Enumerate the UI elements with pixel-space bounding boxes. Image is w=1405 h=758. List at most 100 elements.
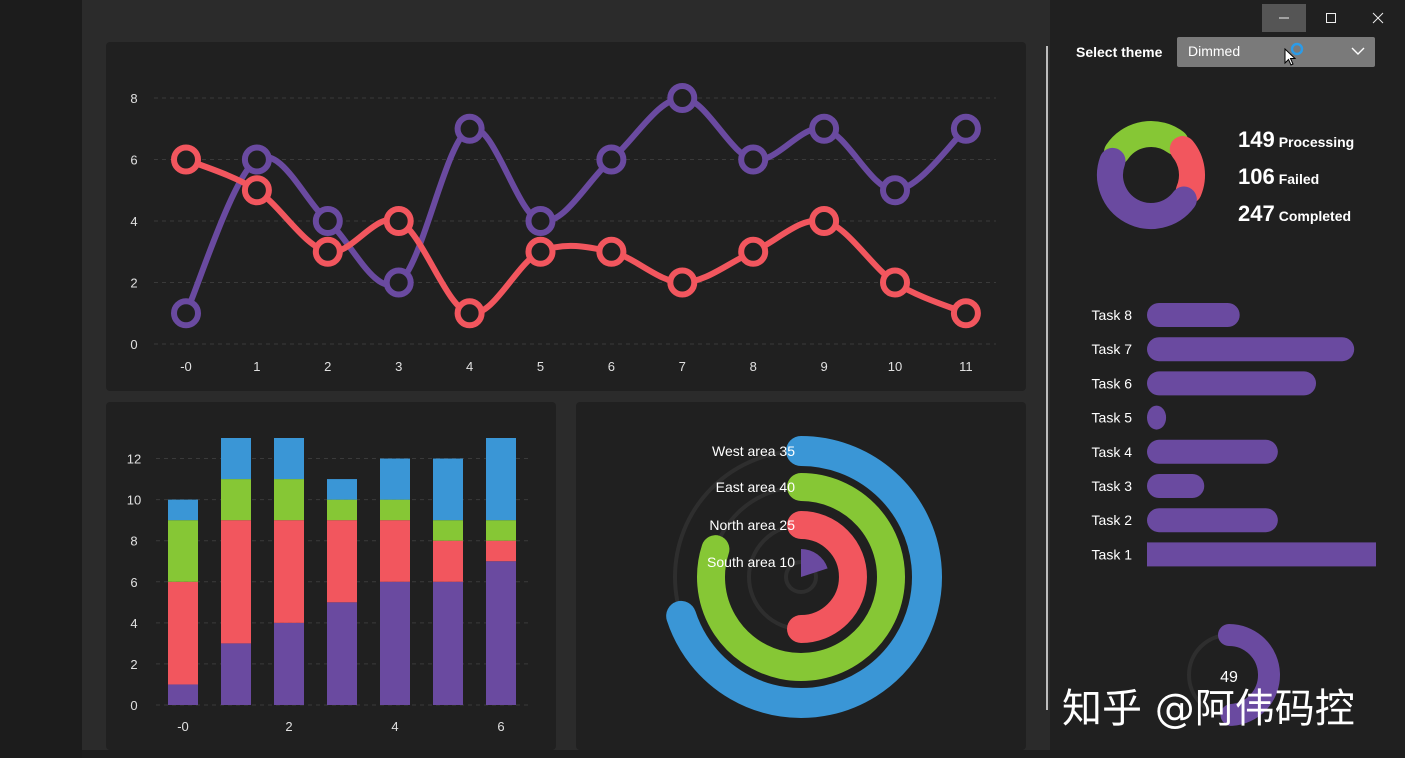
task-bar <box>1147 303 1240 327</box>
series-2-point <box>880 267 910 298</box>
watermark-text: 知乎 @阿伟码控 <box>1062 686 1355 732</box>
x-tick-label: 9 <box>820 359 827 374</box>
task-label: Task 5 <box>1092 410 1133 426</box>
donut-slice <box>1103 121 1189 166</box>
bar-segment-blue <box>433 458 463 521</box>
bar-segment-purple <box>327 602 357 705</box>
bar-segment-blue <box>221 438 251 480</box>
series-1-point <box>454 113 485 144</box>
series-1-point <box>809 113 840 144</box>
left-strip <box>0 0 82 758</box>
line-chart-card: 0 2 4 6 8 -0 1 2 3 4 5 6 7 8 9 10 11 <box>106 42 1026 391</box>
task-bar-chart: Task 8 Task 7 Task 6 Task 5 Task 4 Task 3 Task… <box>1092 303 1376 567</box>
x-tick-label: -0 <box>180 359 192 374</box>
bar-segment-blue <box>486 438 516 521</box>
bar-segment-red <box>486 540 516 562</box>
x-tick-label: 5 <box>537 359 544 374</box>
x-tick-label: 8 <box>750 359 757 374</box>
task-label: Task 1 <box>1092 546 1133 562</box>
bar-segment-red <box>274 520 304 623</box>
task-label: Task 7 <box>1092 341 1133 357</box>
bar-chart-card: 0 2 4 6 8 10 12 -0 2 4 6 <box>106 402 556 750</box>
series-1-point <box>880 175 910 206</box>
y-tick-label: 10 <box>127 493 141 508</box>
mouse-cursor-icon <box>1284 48 1297 66</box>
radial-area-label: West area 35 <box>712 443 795 459</box>
bar-segment-blue <box>380 458 410 500</box>
line-chart-grid <box>154 97 996 345</box>
task-label: Task 4 <box>1092 444 1133 460</box>
task-label: Task 6 <box>1092 375 1133 391</box>
stat-completed: 247 Completed <box>1238 201 1351 227</box>
bar-segment-purple <box>274 622 304 705</box>
series-1-point <box>241 144 272 175</box>
x-tick-label: 3 <box>395 359 402 374</box>
series-1-point <box>596 144 627 175</box>
series-1-point <box>525 206 556 236</box>
radial-arc <box>697 473 905 681</box>
bar-segment-red <box>380 520 410 582</box>
stat-processing-value: 149 <box>1238 127 1275 152</box>
series-1-line <box>183 94 969 317</box>
y-tick-label: 12 <box>127 452 141 467</box>
close-icon <box>1372 12 1384 24</box>
task-bar <box>1147 371 1317 396</box>
stat-completed-value: 247 <box>1238 201 1275 226</box>
series-2-point <box>667 267 698 298</box>
bar-segment-blue <box>274 438 304 480</box>
series-1-point <box>667 83 698 113</box>
donut-slice <box>1097 147 1197 229</box>
radial-bar-chart: West area 35 East area 40 North area 25 Sou… <box>666 436 942 718</box>
series-2-point <box>171 144 201 175</box>
radial-arc-south <box>801 549 828 577</box>
y-tick-label: 6 <box>130 575 137 590</box>
y-tick-label: 2 <box>130 276 137 291</box>
theme-dropdown[interactable]: Dimmed <box>1177 37 1375 67</box>
series-1-point <box>312 206 343 236</box>
bar-segment-red <box>327 520 357 603</box>
series-1-point <box>738 144 769 175</box>
bar-segment-purple <box>221 643 251 705</box>
y-tick-label: 2 <box>130 657 137 672</box>
y-tick-label: 4 <box>130 616 137 631</box>
gauge-arc <box>1218 624 1280 726</box>
panel-splitter[interactable] <box>1046 46 1048 710</box>
stat-processing: 149 Processing <box>1238 127 1354 153</box>
radial-chart-card: West area 35 East area 40 North area 25 Sou… <box>576 402 1026 750</box>
task-label: Task 3 <box>1092 478 1133 494</box>
task-label: Task 2 <box>1092 512 1133 528</box>
x-tick-label: 6 <box>608 359 615 374</box>
bar-segment-green <box>274 479 304 521</box>
line-chart: 0 2 4 6 8 -0 1 2 3 4 5 6 7 8 9 10 11 <box>130 83 996 374</box>
x-tick-label: 1 <box>253 359 260 374</box>
y-tick-label: 8 <box>130 534 137 549</box>
radial-arc <box>787 511 867 643</box>
series-2-point <box>383 206 414 236</box>
x-tick-label: 4 <box>391 719 398 734</box>
bar-segment-green <box>380 499 410 521</box>
maximize-icon <box>1326 13 1336 23</box>
radial-area-label: East area 40 <box>716 479 796 495</box>
stacked-bar-chart: 0 2 4 6 8 10 12 -0 2 4 6 <box>127 438 531 734</box>
series-2-point <box>241 175 272 206</box>
close-button[interactable] <box>1356 4 1400 32</box>
bar-segment-red <box>433 540 463 582</box>
x-tick-label: 4 <box>466 359 473 374</box>
theme-selected-value: Dimmed <box>1188 43 1241 59</box>
bar-segment-purple <box>380 581 410 705</box>
series-1-point <box>950 113 981 144</box>
maximize-button[interactable] <box>1309 4 1353 32</box>
x-tick-label: 7 <box>679 359 686 374</box>
bar-segment-red <box>168 581 198 685</box>
stat-completed-label: Completed <box>1278 208 1352 224</box>
minimize-button[interactable] <box>1262 4 1306 32</box>
bar-segment-green <box>486 520 516 541</box>
gauge-value: 49 <box>1220 669 1238 686</box>
task-bar <box>1147 439 1278 464</box>
series-2-point <box>312 236 343 267</box>
stat-failed-label: Failed <box>1278 171 1320 187</box>
y-tick-label: 0 <box>130 698 137 713</box>
series-2-point <box>596 236 627 267</box>
bar-segment-green <box>327 499 357 521</box>
